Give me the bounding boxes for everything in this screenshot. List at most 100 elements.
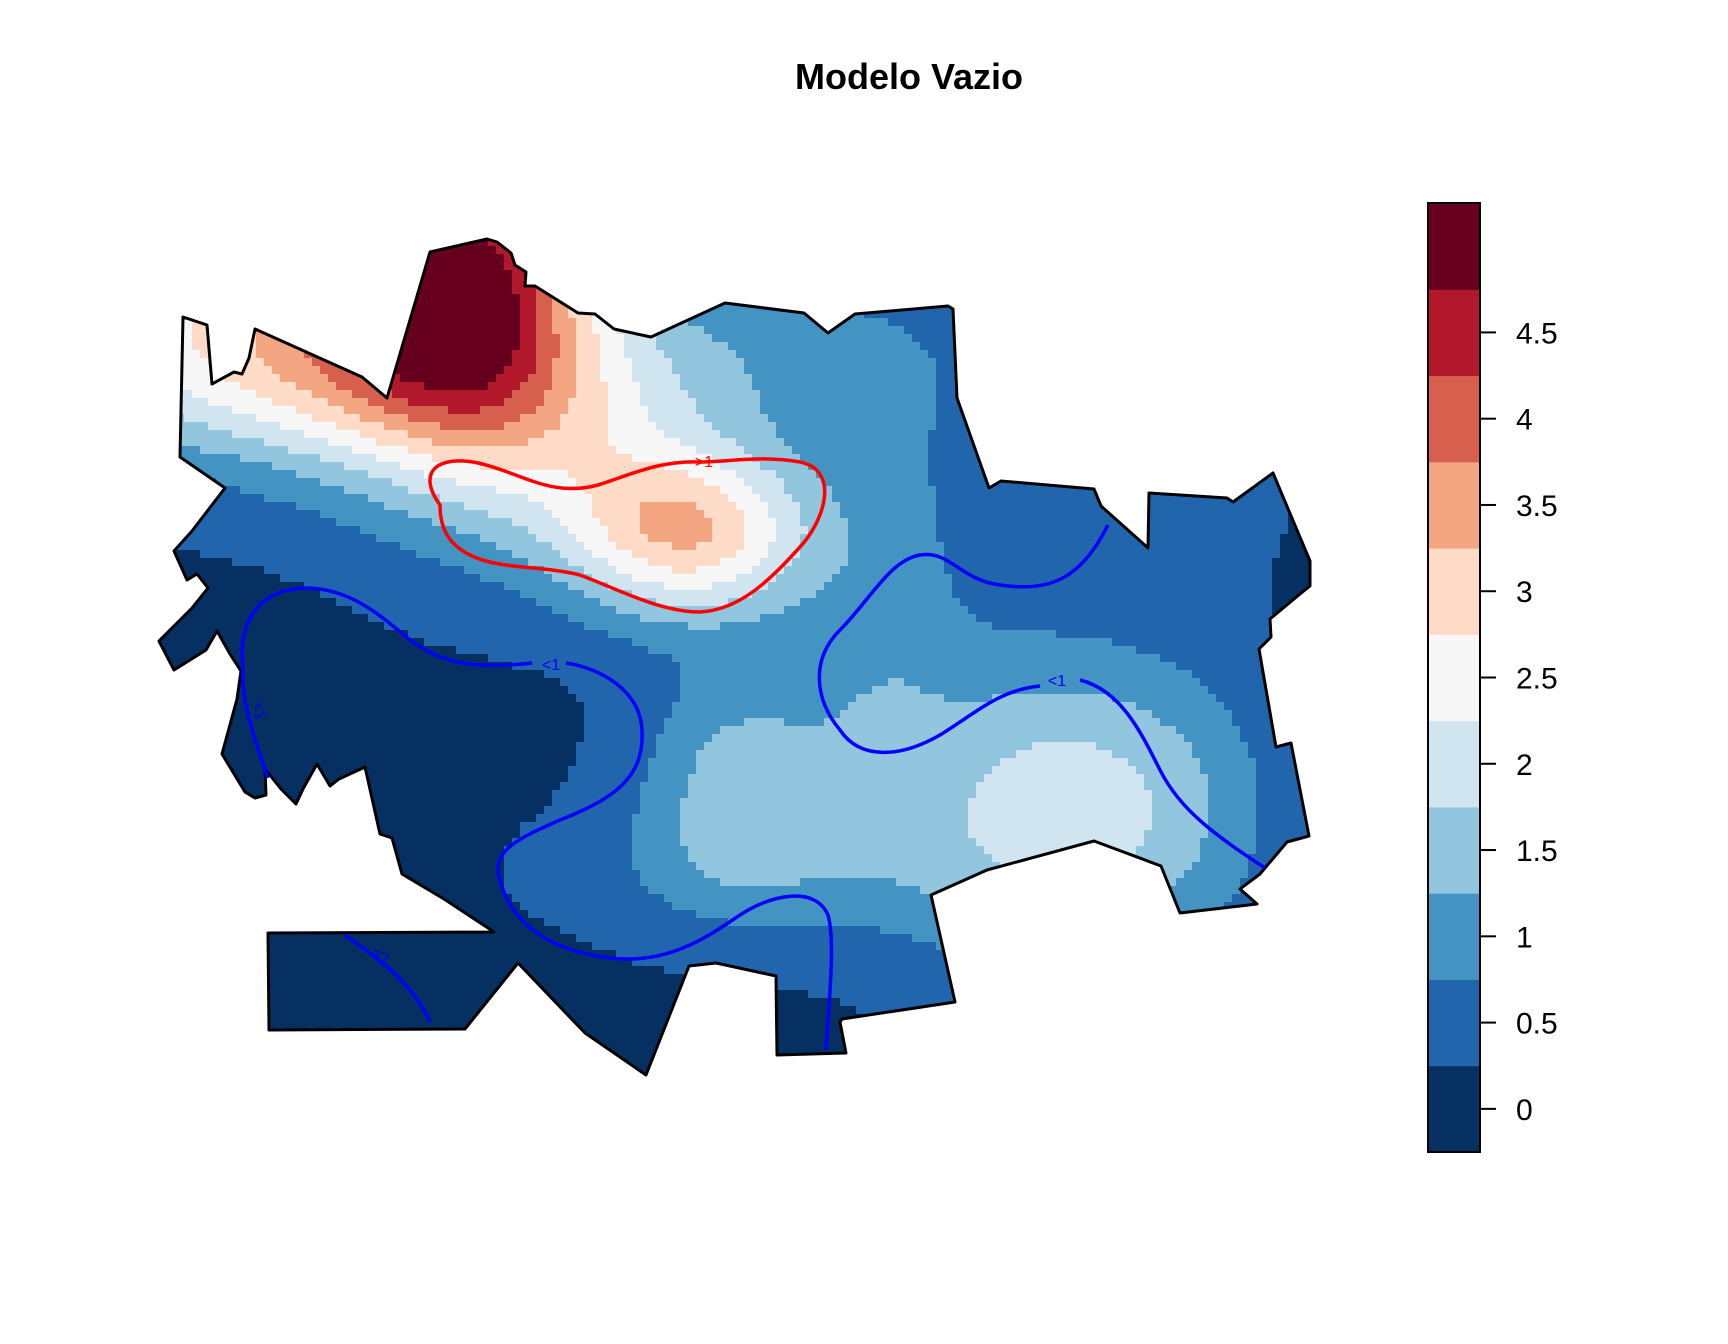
surface-cell <box>664 582 713 591</box>
surface-cell <box>744 478 785 487</box>
surface-cell <box>1208 814 1257 823</box>
surface-cell <box>352 446 409 455</box>
surface-cell <box>520 318 537 327</box>
surface-cell <box>744 542 769 551</box>
surface-cell <box>160 294 209 303</box>
surface-cell <box>992 694 1113 703</box>
surface-cell <box>416 550 513 559</box>
surface-cell <box>552 302 569 311</box>
surface-cell <box>640 246 681 255</box>
surface-cell <box>560 782 641 791</box>
surface-cell <box>336 422 385 431</box>
surface-cell <box>1152 710 1233 719</box>
surface-cell <box>696 406 761 415</box>
surface-cell <box>392 230 425 239</box>
surface-cell <box>504 862 633 871</box>
surface-cell <box>512 390 545 399</box>
surface-cell <box>168 374 225 383</box>
surface-cell <box>272 302 313 311</box>
surface-cell <box>160 734 585 743</box>
surface-cell <box>976 790 1153 799</box>
surface-cell <box>1176 662 1305 671</box>
surface-cell <box>936 414 1209 423</box>
surface-cell <box>784 478 825 487</box>
surface-cell <box>680 662 1177 671</box>
colorbar-bands <box>1428 203 1480 1153</box>
surface-cell <box>696 542 745 551</box>
surface-cell <box>160 782 561 791</box>
surface-cell <box>536 239 553 247</box>
surface-cell <box>536 598 601 607</box>
surface-cell <box>1144 782 1209 791</box>
surface-cell <box>1096 358 1310 367</box>
surface-cell <box>592 510 641 519</box>
surface-cell <box>352 366 393 375</box>
surface-cell <box>520 342 537 351</box>
surface-cell <box>632 374 681 383</box>
surface-cell <box>544 502 593 511</box>
surface-cell <box>160 582 305 591</box>
surface-cell <box>704 414 769 423</box>
surface-cell <box>1152 822 1209 831</box>
surface-cell <box>936 526 1289 535</box>
surface-cell <box>688 854 993 863</box>
surface-cell <box>584 286 601 295</box>
surface-cell <box>648 270 705 279</box>
surface-cell <box>488 654 673 663</box>
surface-cell <box>160 494 265 503</box>
surface-cell <box>584 294 609 303</box>
surface-cell <box>608 382 641 391</box>
surface-cell <box>584 702 673 711</box>
surface-cell <box>1272 566 1310 575</box>
surface-cell <box>512 286 537 295</box>
surface-cell <box>584 718 665 727</box>
surface-cell <box>576 934 913 943</box>
surface-cell <box>336 382 377 391</box>
surface-cell <box>680 822 969 831</box>
surface-cell <box>192 310 265 319</box>
surface-cell <box>432 438 529 447</box>
surface-cell <box>1112 638 1297 647</box>
surface-cell <box>640 806 681 815</box>
surface-cell <box>712 454 753 463</box>
surface-cell <box>800 534 849 543</box>
surface-cell <box>160 902 521 911</box>
surface-cell <box>992 766 1137 775</box>
surface-cell <box>240 454 321 463</box>
surface-cell <box>304 334 337 343</box>
surface-cell <box>1256 838 1310 847</box>
surface-cell <box>1288 502 1310 511</box>
surface-cell <box>328 398 369 407</box>
surface-cell <box>824 582 953 591</box>
surface-cell <box>1296 958 1310 967</box>
surface-cell <box>640 510 705 519</box>
surface-layer <box>160 230 1321 1075</box>
surface-cell <box>368 374 401 383</box>
surface-cell <box>1056 270 1310 279</box>
surface-cell <box>1192 742 1249 751</box>
surface-cell <box>552 326 577 335</box>
surface-cell <box>888 678 905 687</box>
surface-cell <box>600 286 625 295</box>
surface-cell <box>160 398 209 407</box>
surface-cell <box>600 334 625 343</box>
contour-line-low-left <box>240 586 834 1051</box>
surface-cell <box>1312 670 1321 679</box>
surface-cell <box>936 502 1289 511</box>
surface-cell <box>680 806 969 815</box>
surface-cell <box>456 478 577 487</box>
surface-cell <box>384 422 441 431</box>
surface-cell <box>160 814 537 823</box>
surface-cell <box>336 518 433 527</box>
surface-cell <box>408 430 545 439</box>
surface-cell <box>1288 630 1310 639</box>
surface-cell <box>368 318 521 327</box>
surface-cell <box>360 278 385 287</box>
surface-cell <box>616 310 641 319</box>
surface-cell <box>312 414 361 423</box>
surface-cell <box>544 430 609 439</box>
surface-cell <box>928 350 1089 359</box>
surface-cell <box>664 230 1025 239</box>
surface-cell <box>624 286 657 295</box>
surface-cell <box>688 390 761 399</box>
